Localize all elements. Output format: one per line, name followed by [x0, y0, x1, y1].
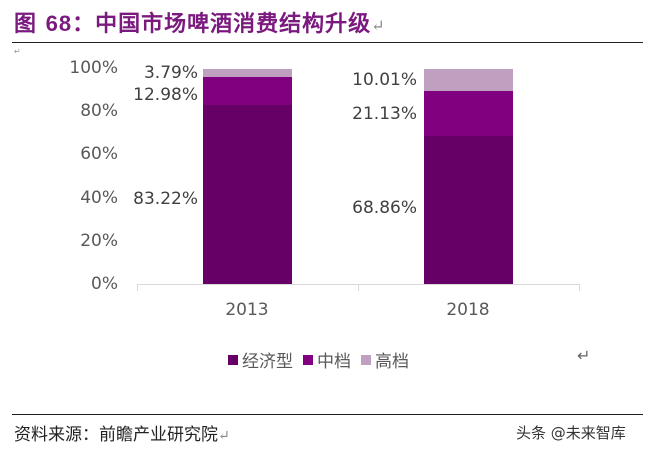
y-tick-40: 40%: [80, 188, 118, 208]
legend-label: 经济型: [242, 352, 293, 372]
legend-item-mid: 中档: [303, 347, 351, 372]
return-mark-icon: ↵: [371, 16, 386, 35]
segment-2013-econ: [203, 105, 292, 284]
y-tick-60: 60%: [80, 144, 118, 164]
bar-2013: [203, 69, 292, 284]
return-mark-icon: ↵: [218, 428, 230, 444]
legend-item-high: 高档: [361, 347, 409, 372]
x-axis-tick: [358, 284, 359, 291]
watermark: 头条 @未来智库: [516, 424, 626, 442]
label-2018-mid: 21.13%: [352, 104, 417, 124]
y-tick-0: 0%: [91, 274, 118, 294]
segment-2018-mid: [424, 91, 513, 136]
segment-2018-high: [424, 69, 513, 91]
legend-label: 高档: [375, 352, 409, 372]
legend-swatch-economy: [228, 354, 238, 365]
y-tick-20: 20%: [80, 231, 118, 251]
bar-2018: [424, 69, 513, 284]
label-2018-econ: 68.86%: [352, 198, 417, 218]
figure-number: 68: [45, 11, 73, 36]
label-2018-high: 10.01%: [352, 70, 417, 90]
legend-label: 中档: [317, 352, 351, 372]
y-tick-80: 80%: [80, 101, 118, 121]
x-label-2018: 2018: [446, 300, 490, 320]
legend-swatch-mid: [303, 354, 313, 365]
x-axis-tick: [579, 284, 580, 291]
legend-swatch-high: [361, 354, 371, 365]
segment-2018-econ: [424, 136, 513, 284]
title-prefix: 图: [14, 11, 46, 37]
title-text: ：中国市场啤酒消费结构升级: [72, 11, 372, 37]
label-2013-econ: 83.22%: [133, 189, 198, 209]
bottom-divider: [12, 414, 643, 415]
x-axis-tick: [137, 284, 138, 291]
source-text: 资料来源：前瞻产业研究院: [14, 425, 218, 445]
segment-2013-high: [203, 69, 292, 77]
x-label-2013: 2013: [225, 300, 269, 320]
segment-2013-mid: [203, 77, 292, 105]
legend-item-economy: 经济型: [228, 347, 293, 372]
label-2013-mid: 12.98%: [133, 85, 198, 105]
top-divider: [12, 42, 643, 43]
chart-legend: 经济型 中档 高档: [228, 347, 419, 372]
label-2013-high: 3.79%: [143, 63, 198, 83]
return-mark-icon: ↵: [577, 346, 591, 365]
chart-title: 图 68：中国市场啤酒消费结构升级↵: [14, 6, 386, 38]
source-note: 资料来源：前瞻产业研究院↵: [14, 420, 230, 445]
paragraph-mark-icon: ↵: [14, 47, 21, 56]
y-tick-100: 100%: [69, 58, 118, 78]
